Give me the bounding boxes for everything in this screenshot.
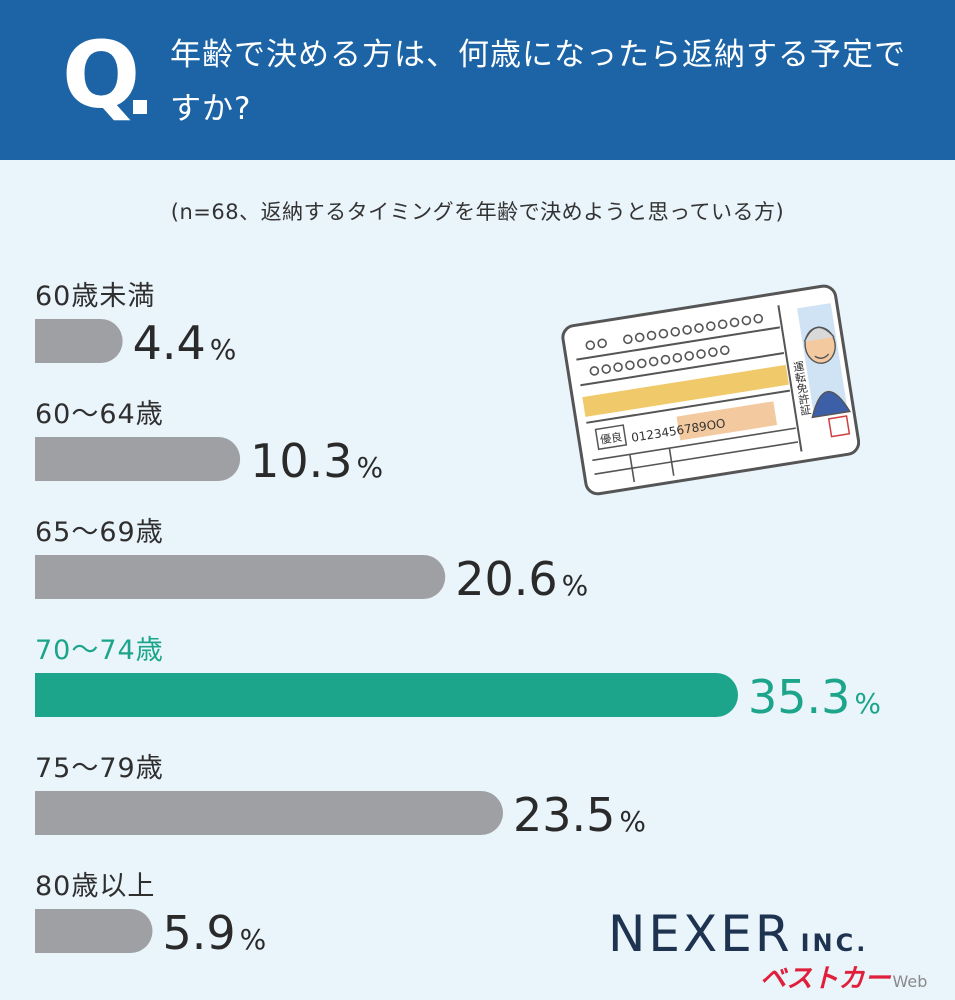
value-label: 4.4% xyxy=(133,316,237,370)
value-unit: % xyxy=(240,923,267,956)
watermark-suffix: Web xyxy=(892,972,928,991)
value-label: 10.3% xyxy=(250,434,383,488)
value-number: 4.4 xyxy=(133,316,206,370)
value-unit: % xyxy=(619,805,646,838)
value-unit: % xyxy=(357,451,384,484)
value-unit: % xyxy=(210,333,237,366)
value-label: 35.3% xyxy=(748,670,881,724)
category-label: 70～74歳 xyxy=(35,635,164,666)
nexer-logo: NEXER INC. xyxy=(608,905,868,963)
value-number: 5.9 xyxy=(162,906,235,960)
category-label: 75～79歳 xyxy=(35,753,164,784)
value-label: 23.5% xyxy=(513,788,646,842)
bar-4 xyxy=(35,791,504,835)
bar-4-left-edge xyxy=(35,791,79,835)
bestcar-watermark: ベストカー Web xyxy=(760,958,927,995)
value-number: 23.5 xyxy=(513,788,615,842)
value-unit: % xyxy=(854,687,881,720)
value-label: 20.6% xyxy=(455,552,588,606)
bar-0-left-edge xyxy=(35,319,79,363)
bar-3 xyxy=(35,673,738,717)
value-unit: % xyxy=(562,569,589,602)
value-number: 20.6 xyxy=(455,552,557,606)
bar-2-left-edge xyxy=(35,555,79,599)
category-label: 65～69歳 xyxy=(35,517,164,548)
bar-1 xyxy=(35,437,241,481)
license-stamp: 優良 xyxy=(599,429,623,446)
sample-note: (n=68、返納するタイミングを年齢で決めようと思っている方) xyxy=(170,200,785,224)
value-number: 35.3 xyxy=(748,670,850,724)
question-header: Q 年齢で決める方は、何歳になったら返納する予定ですか? xyxy=(0,0,955,160)
q-dot xyxy=(133,100,147,114)
logo-suffix: INC. xyxy=(800,929,869,957)
category-label: 60～64歳 xyxy=(35,399,164,430)
question-text: 年齢で決める方は、何歳になったら返納する予定ですか? xyxy=(170,37,906,127)
bar-1-left-edge xyxy=(35,437,79,481)
value-number: 10.3 xyxy=(250,434,352,488)
value-label: 5.9% xyxy=(162,906,266,960)
category-label: 60歳未満 xyxy=(35,281,155,312)
driver-license-illustration: 優良 0123456789OO 運転免許証 xyxy=(561,284,860,496)
watermark-main: ベストカー xyxy=(760,964,891,994)
bar-5-left-edge xyxy=(35,909,79,953)
bar-3-left-edge xyxy=(35,673,79,717)
q-mark: Q xyxy=(62,22,141,129)
category-label: 80歳以上 xyxy=(35,871,155,902)
bar-2 xyxy=(35,555,446,599)
logo-main: NEXER xyxy=(608,905,793,963)
